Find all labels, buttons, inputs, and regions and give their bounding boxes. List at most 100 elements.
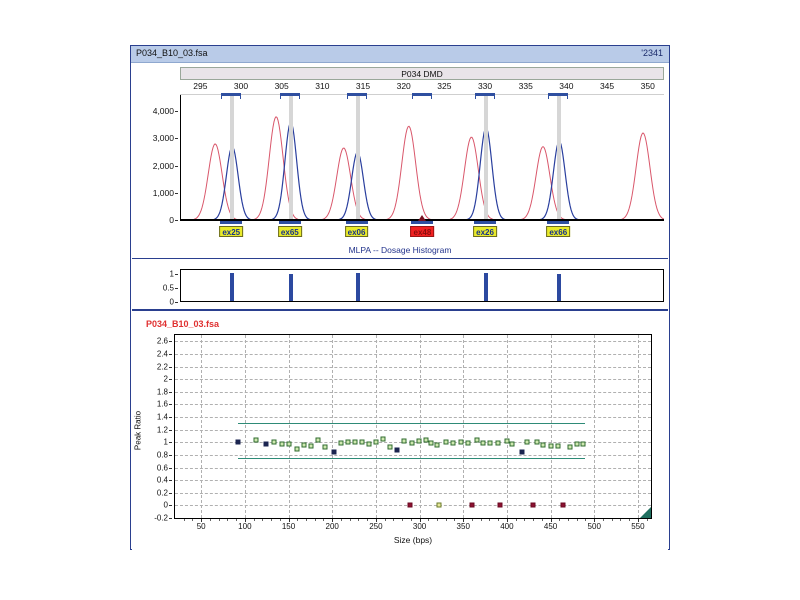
ratio-data-point[interactable] bbox=[373, 439, 379, 445]
ratio-data-point[interactable] bbox=[480, 440, 486, 446]
probe-range-bar-ex25[interactable] bbox=[221, 93, 242, 99]
ratio-data-point[interactable] bbox=[387, 444, 393, 450]
ratio-data-point[interactable] bbox=[294, 446, 300, 452]
probe-range-bar-ex66[interactable] bbox=[548, 93, 569, 99]
ratio-data-point[interactable] bbox=[263, 441, 269, 447]
ratio-data-point[interactable] bbox=[504, 438, 510, 444]
ratio-data-point[interactable] bbox=[345, 439, 351, 445]
ratio-y-tick bbox=[169, 467, 172, 469]
ratio-data-point[interactable] bbox=[465, 440, 471, 446]
ratio-data-point[interactable] bbox=[315, 437, 321, 443]
ratio-data-point[interactable] bbox=[519, 449, 525, 455]
ratio-data-point[interactable] bbox=[338, 440, 344, 446]
gridline-vertical bbox=[288, 335, 290, 518]
ratio-y-label: 1.4 bbox=[156, 412, 168, 422]
ratio-data-point[interactable] bbox=[487, 440, 493, 446]
gridline-horizontal bbox=[175, 429, 651, 431]
range-cap-right bbox=[298, 93, 300, 99]
ratio-data-point[interactable] bbox=[409, 440, 415, 446]
dosage-bar[interactable] bbox=[557, 273, 562, 301]
ratio-data-point[interactable] bbox=[497, 502, 503, 508]
ratio-x-tick bbox=[253, 519, 255, 521]
dosage-bar[interactable] bbox=[355, 273, 360, 301]
ratio-data-point[interactable] bbox=[580, 441, 586, 447]
exon-tag-ex26[interactable]: ex26 bbox=[473, 226, 497, 237]
ratio-data-point[interactable] bbox=[423, 437, 429, 443]
probe-mix-bar[interactable]: P034 DMD bbox=[180, 67, 664, 80]
ratio-y-label: -0.2 bbox=[154, 513, 168, 523]
gridline-horizontal bbox=[175, 366, 651, 368]
exon-tag-ex06[interactable]: ex06 bbox=[344, 226, 369, 237]
resize-grip-icon[interactable] bbox=[640, 507, 651, 518]
ratio-data-point[interactable] bbox=[443, 439, 449, 445]
ruler-tick-305: 305 bbox=[274, 81, 289, 91]
dosage-histogram-caption: MLPA -- Dosage Histogram bbox=[348, 245, 452, 255]
dosage-bar[interactable] bbox=[484, 272, 489, 301]
probe-range-bar-ex65[interactable] bbox=[279, 93, 300, 99]
ratio-data-point[interactable] bbox=[509, 441, 515, 447]
ratio-x-tick bbox=[428, 519, 430, 521]
ratio-data-point[interactable] bbox=[416, 438, 422, 444]
ratio-data-point[interactable] bbox=[560, 502, 566, 508]
ratio-data-point[interactable] bbox=[380, 436, 386, 442]
ratio-data-point[interactable] bbox=[286, 441, 292, 447]
ratio-data-point[interactable] bbox=[534, 439, 540, 445]
ratio-data-point[interactable] bbox=[555, 443, 561, 449]
ratio-data-point[interactable] bbox=[450, 440, 456, 446]
mlpa-analysis-window: P034_B10_03.fsa '2341 P034 DMD 295 300 305… bbox=[130, 45, 670, 551]
ratio-data-point[interactable] bbox=[530, 502, 536, 508]
ep-y-tick bbox=[175, 111, 178, 113]
ratio-data-point[interactable] bbox=[469, 502, 475, 508]
threshold-line bbox=[237, 458, 586, 460]
histogram-plot[interactable] bbox=[180, 269, 664, 302]
ratio-data-point[interactable] bbox=[322, 444, 328, 450]
ratio-data-point[interactable] bbox=[394, 447, 400, 453]
ratio-x-label: 450 bbox=[543, 522, 558, 531]
ratio-data-point[interactable] bbox=[235, 439, 241, 445]
ratio-x-tick bbox=[218, 519, 220, 521]
ratio-data-point[interactable] bbox=[548, 443, 554, 449]
ratio-x-tick bbox=[594, 519, 596, 522]
exon-tag-ex66[interactable]: ex66 bbox=[546, 226, 571, 237]
probe-range-bar-ex26[interactable] bbox=[475, 93, 496, 99]
ratio-scatter-plot[interactable] bbox=[174, 334, 652, 519]
ratio-data-point[interactable] bbox=[434, 442, 440, 448]
ratio-data-point[interactable] bbox=[574, 441, 580, 447]
ratio-data-point[interactable] bbox=[567, 444, 573, 450]
ratio-data-point[interactable] bbox=[495, 440, 501, 446]
dosage-histogram-panel: 1 0.5 0 bbox=[132, 258, 668, 309]
exon-tag-ex65[interactable]: ex65 bbox=[277, 226, 302, 237]
ratio-data-point[interactable] bbox=[474, 437, 480, 443]
exon-tag-ex48[interactable]: ex48 bbox=[410, 226, 435, 237]
ratio-data-point[interactable] bbox=[366, 441, 372, 447]
ratio-y-label: 2 bbox=[163, 374, 168, 384]
ratio-data-point[interactable] bbox=[524, 439, 530, 445]
probe-range-bar-ex48[interactable] bbox=[412, 93, 433, 99]
sample-file-title: P034_B10_03.fsa bbox=[136, 48, 208, 58]
gridline-vertical bbox=[550, 335, 552, 518]
ratio-data-point[interactable] bbox=[407, 502, 413, 508]
ratio-x-tick bbox=[393, 519, 395, 521]
ratio-data-point[interactable] bbox=[253, 437, 259, 443]
ratio-data-point[interactable] bbox=[428, 440, 434, 446]
ratio-data-point[interactable] bbox=[401, 438, 407, 444]
ratio-data-point[interactable] bbox=[436, 502, 442, 508]
ratio-data-point[interactable] bbox=[271, 439, 277, 445]
exon-tag-ex25[interactable]: ex25 bbox=[219, 226, 244, 237]
electropherogram-plot[interactable] bbox=[180, 95, 664, 220]
ratio-data-point[interactable] bbox=[331, 449, 337, 455]
ratio-data-point[interactable] bbox=[359, 439, 365, 445]
ratio-data-point[interactable] bbox=[458, 439, 464, 445]
dosage-bar[interactable] bbox=[288, 273, 293, 301]
range-cap-left bbox=[221, 93, 223, 99]
ratio-data-point[interactable] bbox=[308, 443, 314, 449]
ratio-data-point[interactable] bbox=[352, 439, 358, 445]
ratio-data-point[interactable] bbox=[540, 442, 546, 448]
probe-range-bar-ex06[interactable] bbox=[346, 93, 367, 99]
ratio-data-point[interactable] bbox=[301, 442, 307, 448]
exon-label-strip[interactable]: ex25 ex65 ex06 ex48 ex26 ex66 bbox=[180, 215, 664, 245]
ratio-x-label: 500 bbox=[587, 522, 601, 531]
ratio-data-point[interactable] bbox=[279, 441, 285, 447]
dosage-bar[interactable] bbox=[230, 273, 235, 301]
